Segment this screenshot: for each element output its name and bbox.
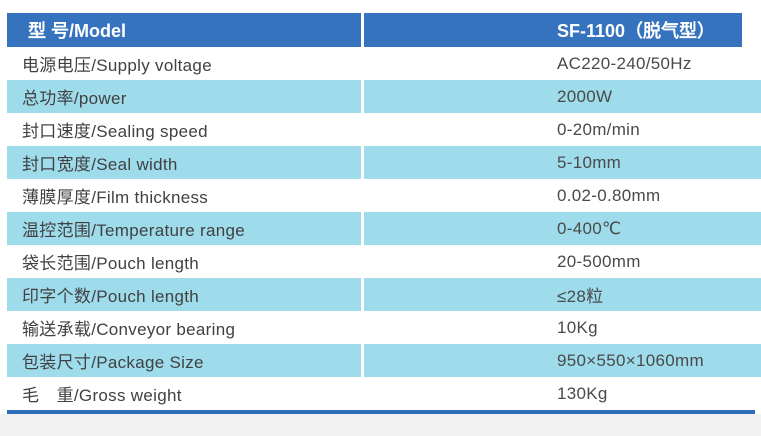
spec-table: 型 号/Model SF-1100（脱气型） 电源电压/Supply volta…	[7, 13, 761, 410]
spec-value-text: 0.02-0.80mm	[557, 185, 661, 205]
spec-label-text: 毛 重/Gross weight	[22, 386, 182, 405]
spec-row: 袋长范围/Pouch length 20-500mm	[7, 245, 761, 278]
spec-value-cell: 0-20m/min	[364, 113, 761, 146]
spec-row: 温控范围/Temperature range 0-400℃	[7, 212, 761, 245]
spec-row: 包装尺寸/Package Size 950×550×1060mm	[7, 344, 761, 377]
footer-strip	[0, 414, 761, 436]
spec-label-cell: 印字个数/Pouch length	[7, 278, 361, 311]
spec-label-cell: 总功率/power	[7, 80, 361, 113]
spec-label-cell: 封口宽度/Seal width	[7, 146, 361, 179]
spec-value-cell: AC220-240/50Hz	[364, 47, 761, 80]
spec-label-text: 电源电压/Supply voltage	[22, 56, 212, 75]
spec-row: 毛 重/Gross weight 130Kg	[7, 377, 761, 410]
spec-value-text: 130Kg	[557, 383, 608, 403]
spec-label-text: 袋长范围/Pouch length	[22, 254, 200, 273]
spec-row: 印字个数/Pouch length ≤28粒	[7, 278, 761, 311]
spec-label-cell: 毛 重/Gross weight	[7, 377, 361, 410]
spec-row: 电源电压/Supply voltage AC220-240/50Hz	[7, 47, 761, 80]
spec-value-cell: 20-500mm	[364, 245, 761, 278]
spec-value-text: 20-500mm	[557, 251, 641, 271]
spec-row: 薄膜厚度/Film thickness 0.02-0.80mm	[7, 179, 761, 212]
spec-table-header-row: 型 号/Model SF-1100（脱气型）	[7, 13, 742, 47]
model-value-header-cell: SF-1100（脱气型）	[364, 13, 742, 47]
spec-row: 输送承载/Conveyor bearing 10Kg	[7, 311, 761, 344]
spec-label-cell: 封口速度/Sealing speed	[7, 113, 361, 146]
spec-label-text: 总功率/power	[22, 89, 127, 108]
spec-value-text: 5-10mm	[557, 152, 622, 172]
spec-value-text: 10Kg	[557, 317, 598, 337]
spec-value-cell: 10Kg	[364, 311, 761, 344]
spec-label-cell: 薄膜厚度/Film thickness	[7, 179, 361, 212]
spec-value-text: 0-400℃	[557, 218, 622, 238]
spec-label-cell: 电源电压/Supply voltage	[7, 47, 361, 80]
model-value-label: SF-1100（脱气型）	[557, 21, 716, 41]
spec-row: 封口宽度/Seal width 5-10mm	[7, 146, 761, 179]
table-bottom-rule	[7, 410, 755, 414]
spec-row: 总功率/power 2000W	[7, 80, 761, 113]
spec-label-cell: 袋长范围/Pouch length	[7, 245, 361, 278]
spec-value-cell: 950×550×1060mm	[364, 344, 761, 377]
spec-label-text: 输送承载/Conveyor bearing	[22, 320, 236, 339]
spec-label-text: 封口宽度/Seal width	[22, 155, 178, 174]
spec-row: 封口速度/Sealing speed 0-20m/min	[7, 113, 761, 146]
model-header-cell: 型 号/Model	[7, 13, 361, 47]
spec-label-cell: 输送承载/Conveyor bearing	[7, 311, 361, 344]
spec-label-cell: 包装尺寸/Package Size	[7, 344, 361, 377]
spec-label-text: 封口速度/Sealing speed	[22, 122, 208, 141]
spec-label-text: 印字个数/Pouch length	[22, 287, 200, 306]
spec-value-cell: 0-400℃	[364, 212, 761, 245]
spec-value-text: 2000W	[557, 86, 613, 106]
spec-value-cell: ≤28粒	[364, 278, 761, 311]
spec-value-text: 950×550×1060mm	[557, 350, 704, 370]
spec-label-text: 温控范围/Temperature range	[22, 221, 245, 240]
spec-value-cell: 2000W	[364, 80, 761, 113]
spec-value-text: 0-20m/min	[557, 119, 641, 139]
model-header-label: 型 号/Model	[28, 21, 126, 41]
spec-rows: 电源电压/Supply voltage AC220-240/50Hz 总功率/p…	[7, 47, 761, 410]
spec-value-cell: 130Kg	[364, 377, 761, 410]
spec-value-cell: 5-10mm	[364, 146, 761, 179]
spec-label-cell: 温控范围/Temperature range	[7, 212, 361, 245]
spec-value-text: ≤28粒	[557, 287, 604, 306]
spec-value-text: AC220-240/50Hz	[557, 53, 692, 73]
spec-label-text: 薄膜厚度/Film thickness	[22, 188, 209, 207]
spec-value-cell: 0.02-0.80mm	[364, 179, 761, 212]
spec-label-text: 包装尺寸/Package Size	[22, 353, 204, 372]
